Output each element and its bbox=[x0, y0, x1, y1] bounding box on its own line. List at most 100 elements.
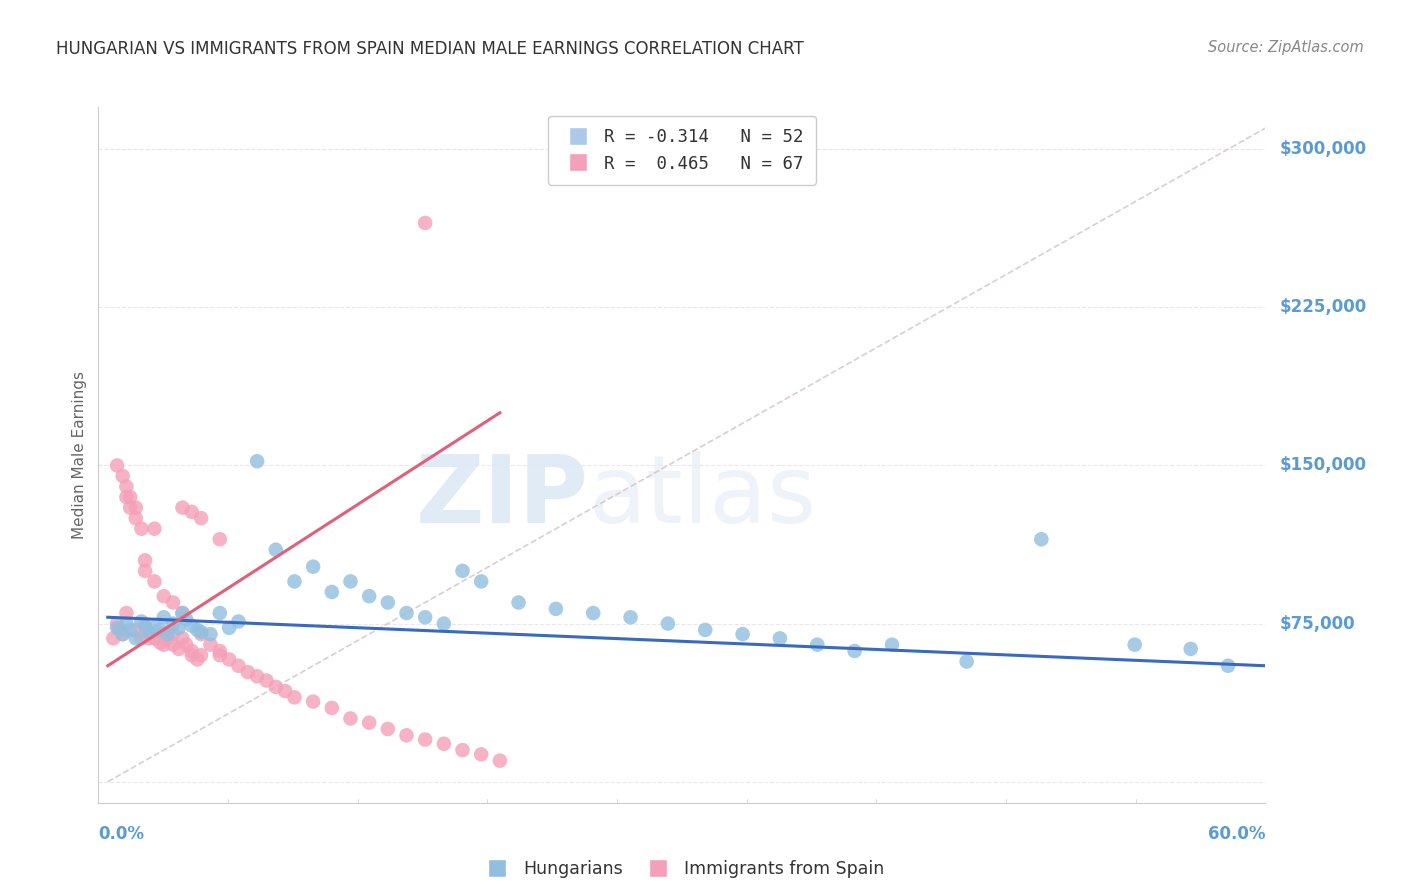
Point bbox=[115, 606, 138, 620]
Point bbox=[143, 621, 166, 635]
Point bbox=[208, 606, 231, 620]
Point bbox=[695, 623, 717, 637]
Text: $300,000: $300,000 bbox=[1279, 140, 1367, 158]
Point bbox=[470, 747, 492, 762]
Point bbox=[190, 625, 212, 640]
Point bbox=[200, 638, 222, 652]
Point bbox=[143, 632, 166, 646]
Point bbox=[115, 479, 138, 493]
Point bbox=[339, 711, 361, 725]
Point bbox=[283, 690, 305, 705]
Text: $225,000: $225,000 bbox=[1279, 298, 1367, 317]
Point bbox=[451, 564, 474, 578]
Point bbox=[149, 623, 172, 637]
Point bbox=[167, 621, 190, 635]
Point bbox=[125, 623, 148, 637]
Point bbox=[138, 625, 160, 640]
Point bbox=[111, 627, 134, 641]
Point bbox=[152, 610, 174, 624]
Point bbox=[956, 655, 979, 669]
Point bbox=[103, 632, 125, 646]
Text: 0.0%: 0.0% bbox=[98, 825, 145, 843]
Text: HUNGARIAN VS IMMIGRANTS FROM SPAIN MEDIAN MALE EARNINGS CORRELATION CHART: HUNGARIAN VS IMMIGRANTS FROM SPAIN MEDIA… bbox=[56, 40, 804, 58]
Point bbox=[246, 669, 269, 683]
Point bbox=[186, 623, 208, 637]
Legend: Hungarians, Immigrants from Spain: Hungarians, Immigrants from Spain bbox=[472, 853, 891, 885]
Point bbox=[619, 610, 641, 624]
Point bbox=[731, 627, 754, 641]
Point bbox=[115, 616, 138, 631]
Point bbox=[131, 615, 153, 629]
Point bbox=[769, 632, 792, 646]
Text: atlas: atlas bbox=[589, 450, 817, 542]
Point bbox=[125, 632, 148, 646]
Point bbox=[174, 638, 197, 652]
Point bbox=[1123, 638, 1146, 652]
Point bbox=[1031, 533, 1053, 547]
Point bbox=[172, 500, 194, 515]
Point bbox=[120, 500, 142, 515]
Point bbox=[138, 632, 160, 646]
Point bbox=[413, 216, 436, 230]
Point bbox=[162, 627, 184, 641]
Y-axis label: Median Male Earnings: Median Male Earnings bbox=[72, 371, 87, 539]
Point bbox=[339, 574, 361, 589]
Point bbox=[172, 632, 194, 646]
Point bbox=[321, 585, 343, 599]
Point bbox=[1216, 658, 1239, 673]
Text: $75,000: $75,000 bbox=[1279, 615, 1355, 632]
Point bbox=[359, 715, 381, 730]
Point bbox=[125, 500, 148, 515]
Point bbox=[162, 638, 184, 652]
Point bbox=[156, 632, 179, 646]
Point bbox=[190, 511, 212, 525]
Point bbox=[228, 658, 250, 673]
Point bbox=[274, 684, 297, 698]
Point bbox=[433, 616, 456, 631]
Point bbox=[180, 618, 202, 632]
Point bbox=[489, 754, 512, 768]
Point bbox=[131, 522, 153, 536]
Point bbox=[806, 638, 828, 652]
Point bbox=[264, 542, 287, 557]
Point bbox=[152, 627, 174, 641]
Point bbox=[162, 616, 184, 631]
Point bbox=[208, 644, 231, 658]
Point bbox=[321, 701, 343, 715]
Point bbox=[377, 595, 399, 609]
Point bbox=[152, 589, 174, 603]
Point bbox=[134, 618, 156, 632]
Point bbox=[544, 602, 567, 616]
Point bbox=[149, 635, 172, 649]
Point bbox=[172, 606, 194, 620]
Point bbox=[200, 627, 222, 641]
Point bbox=[377, 722, 399, 736]
Point bbox=[246, 454, 269, 468]
Point bbox=[395, 606, 418, 620]
Point bbox=[451, 743, 474, 757]
Point bbox=[880, 638, 903, 652]
Point bbox=[208, 648, 231, 663]
Point bbox=[174, 612, 197, 626]
Point bbox=[120, 490, 142, 504]
Point bbox=[120, 623, 142, 637]
Point bbox=[186, 652, 208, 666]
Point bbox=[283, 574, 305, 589]
Point bbox=[1180, 641, 1202, 656]
Point bbox=[302, 559, 325, 574]
Point bbox=[413, 610, 436, 624]
Point bbox=[111, 469, 134, 483]
Point bbox=[190, 627, 212, 641]
Point bbox=[134, 553, 156, 567]
Point bbox=[508, 595, 530, 609]
Point bbox=[413, 732, 436, 747]
Point bbox=[105, 458, 128, 473]
Point bbox=[134, 564, 156, 578]
Point bbox=[657, 616, 679, 631]
Point bbox=[256, 673, 278, 688]
Point bbox=[180, 505, 202, 519]
Point bbox=[134, 621, 156, 635]
Point bbox=[105, 621, 128, 635]
Point bbox=[152, 638, 174, 652]
Point bbox=[582, 606, 605, 620]
